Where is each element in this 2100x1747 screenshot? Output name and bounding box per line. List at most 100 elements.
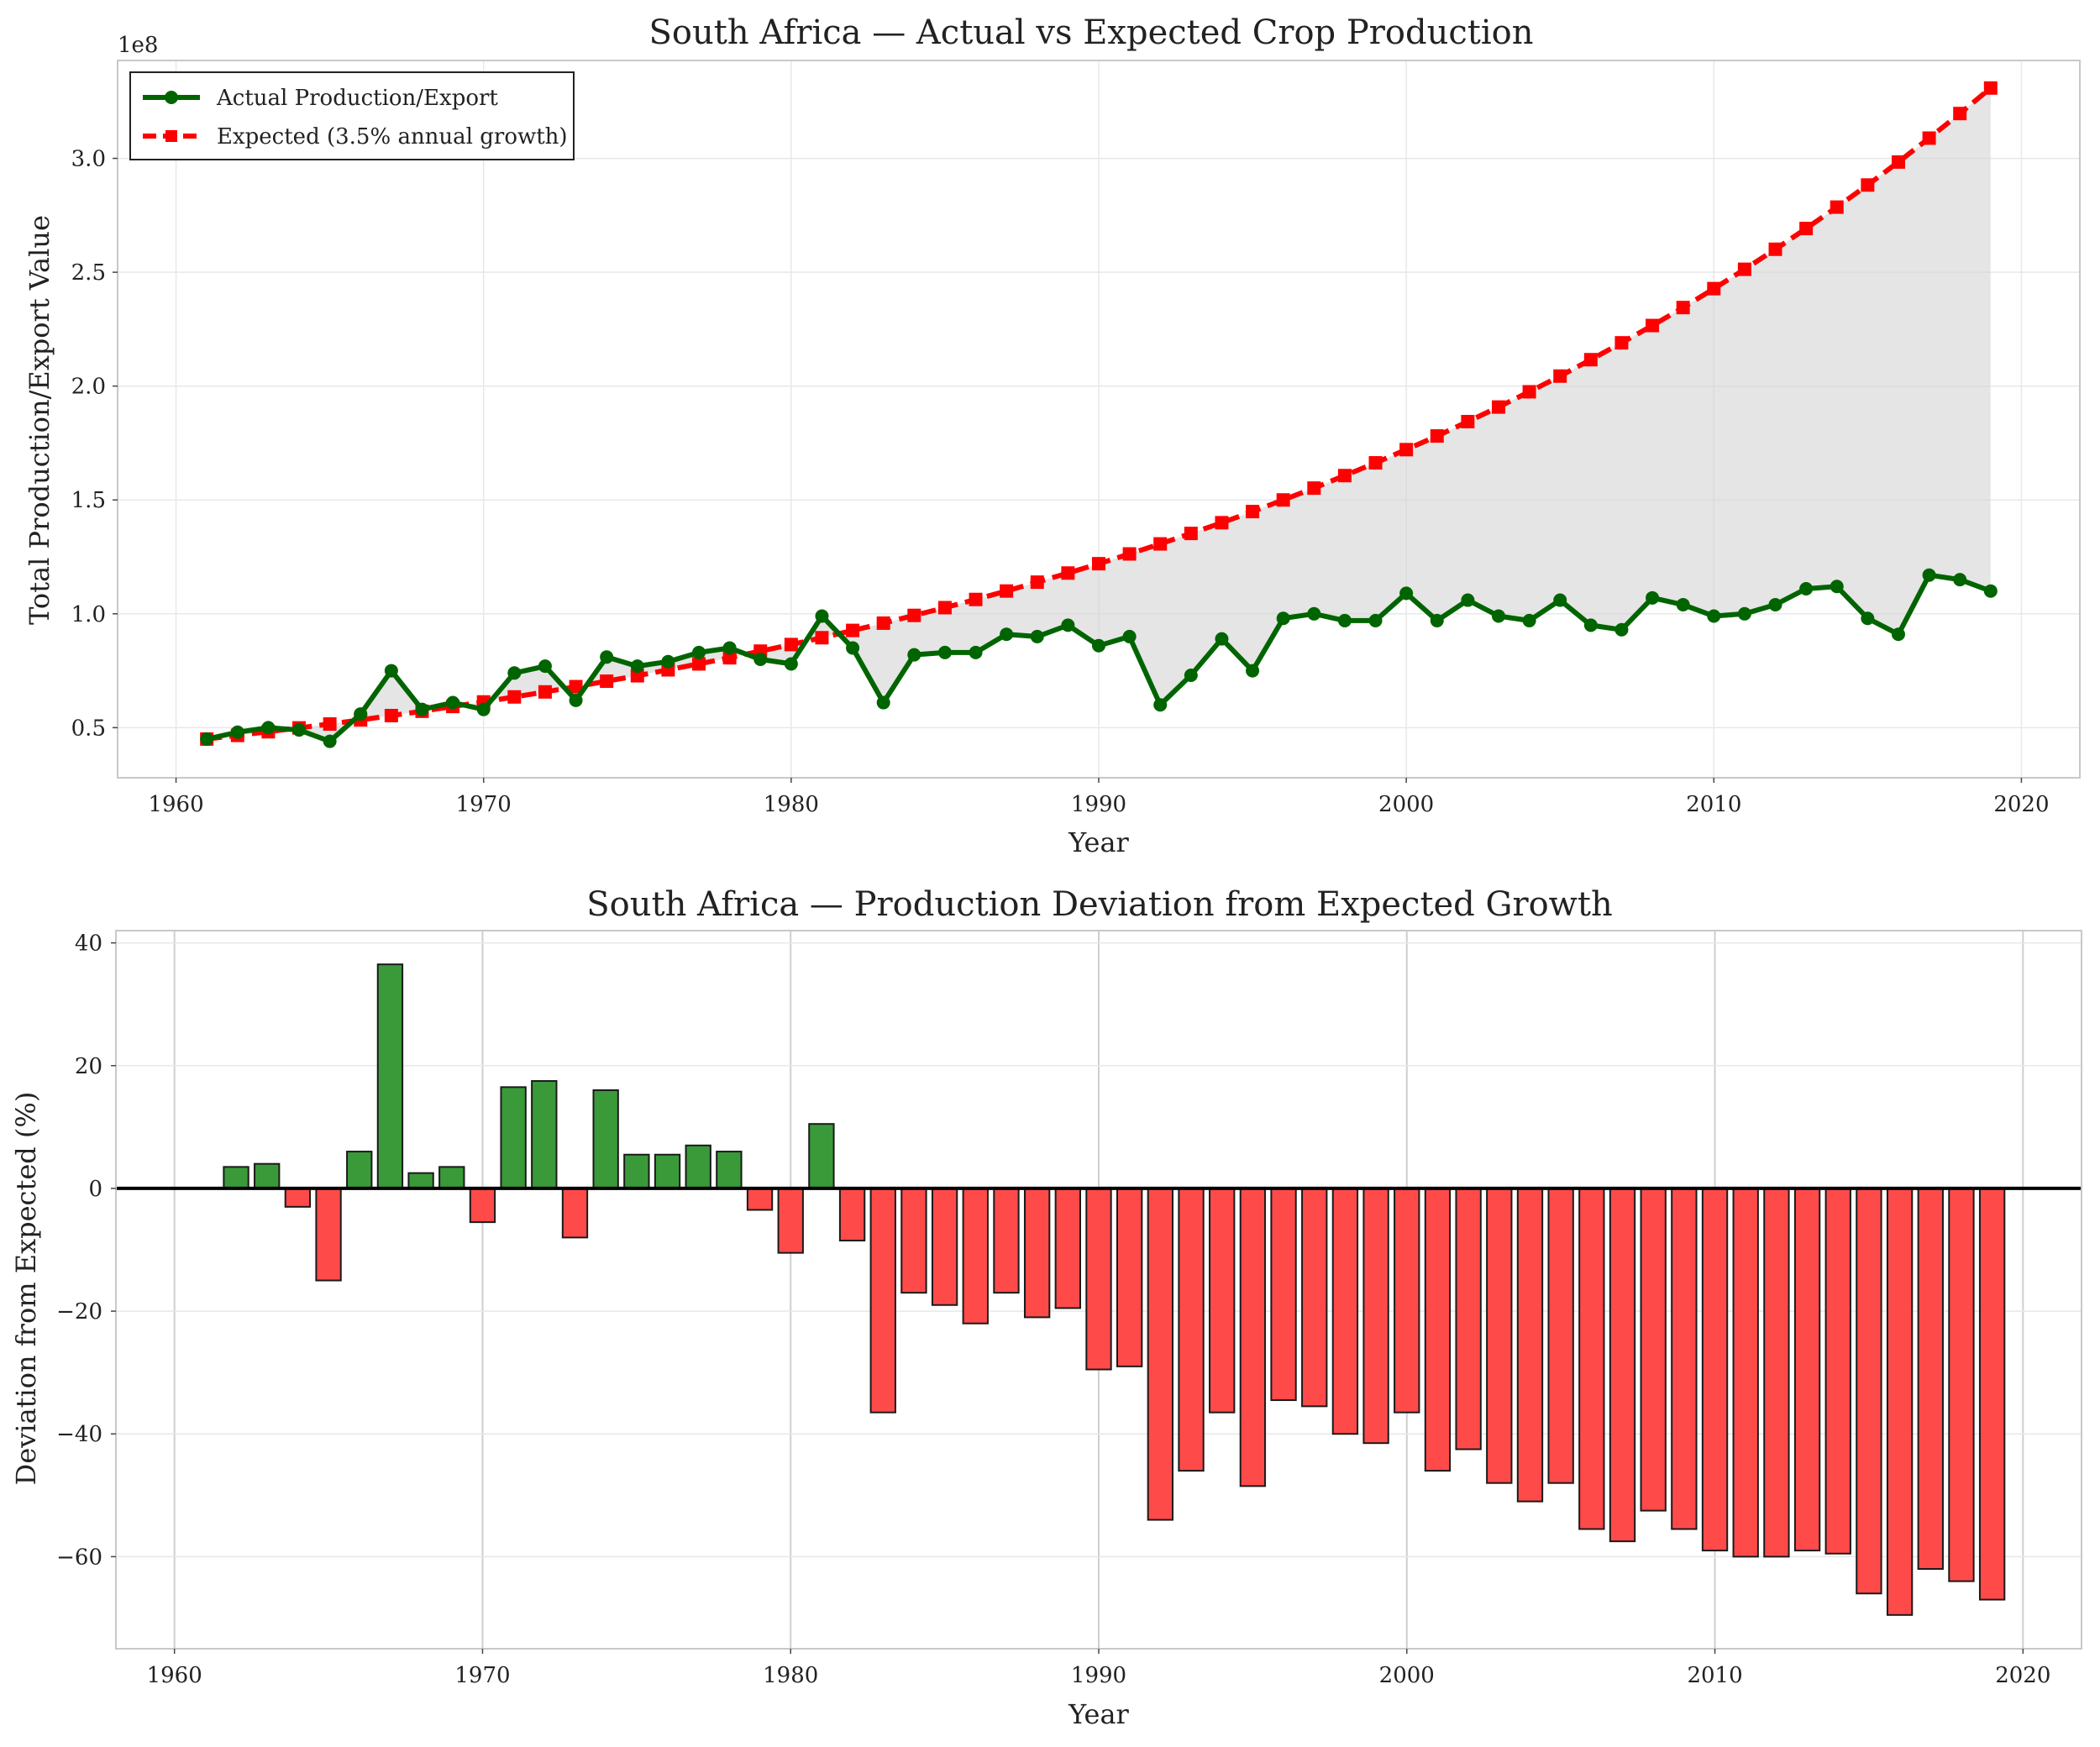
actual-point (1707, 609, 1721, 623)
actual-point (415, 702, 429, 716)
actual-point (1276, 611, 1290, 626)
actual-point (1399, 586, 1414, 601)
legend-item-actual: Actual Production/Export (143, 86, 498, 111)
actual-point (230, 725, 244, 739)
actual-point (1430, 613, 1444, 627)
deviation-bar (500, 1086, 527, 1189)
expected-point (1307, 481, 1321, 496)
deviation-bar (1948, 1187, 1975, 1582)
expected-point (1737, 262, 1751, 276)
expected-point (1246, 505, 1260, 519)
x-tick-label: 1970 (454, 1663, 510, 1688)
expected-point (1030, 575, 1044, 590)
expected-point (1983, 81, 1998, 95)
deviation-bar (1394, 1187, 1420, 1414)
expected-point (722, 651, 737, 665)
deviation-bar (993, 1187, 1020, 1294)
y-tick-label: 0 (88, 1177, 102, 1202)
actual-point (1922, 568, 1936, 582)
expected-point (1922, 131, 1936, 145)
y-tick-label: 2.0 (71, 375, 106, 400)
expected-point (630, 669, 644, 683)
actual-point (876, 695, 890, 710)
x-tick-label: 1960 (147, 1663, 202, 1688)
expected-point (784, 637, 798, 652)
expected-point (1522, 385, 1536, 399)
y-tick-label: −60 (56, 1545, 102, 1570)
expected-point (1646, 318, 1660, 333)
deviation-bar (223, 1166, 249, 1189)
actual-point (446, 695, 460, 710)
bar-chart-x-ticks: 1960 1970 1980 1990 2000 2010 2020 (147, 1649, 2050, 1688)
actual-point (1646, 590, 1660, 605)
deviation-bar (1178, 1187, 1205, 1472)
y-tick-label: 1.5 (71, 488, 106, 513)
expected-point (1707, 281, 1721, 296)
legend: Actual Production/Export Expected (3.5% … (129, 71, 575, 160)
x-tick-label: 2010 (1687, 1663, 1742, 1688)
deviation-bar (869, 1187, 896, 1414)
actual-point (1861, 611, 1875, 626)
actual-point (815, 609, 829, 623)
deviation-bar (438, 1166, 465, 1189)
deviation-bar (254, 1162, 281, 1189)
actual-point (384, 664, 398, 678)
y-tick-label: 20 (75, 1054, 102, 1079)
deviation-bar (746, 1187, 774, 1211)
expected-point (1861, 178, 1875, 192)
expected-point (1122, 547, 1137, 561)
deviation-bar (315, 1187, 342, 1282)
y-tick-label: 1.0 (71, 602, 106, 627)
expected-point (1799, 222, 1814, 236)
actual-point (1122, 629, 1137, 643)
x-tick-label: 1990 (1071, 792, 1126, 817)
actual-point (1337, 613, 1352, 627)
actual-point (846, 641, 860, 655)
gap-fill-area (207, 87, 1991, 742)
deviation-bar (1824, 1187, 1851, 1555)
deviation-bar (531, 1080, 558, 1189)
deviation-bar (376, 963, 404, 1189)
bar-chart-panel: South Africa — Production Deviation from… (10, 885, 2082, 1730)
actual-point (1461, 593, 1475, 607)
deviation-bar (1978, 1187, 2006, 1601)
expected-point (323, 717, 337, 732)
legend-box (129, 71, 575, 160)
deviation-bar (1209, 1187, 1236, 1414)
expected-point (907, 608, 921, 622)
actual-point (1092, 638, 1105, 653)
y-tick-label: −40 (56, 1422, 102, 1447)
actual-point (969, 645, 983, 659)
actual-point (907, 648, 921, 662)
bar-chart-y-axis-label: Deviation from Expected (%) (10, 1092, 42, 1486)
line-chart-series (200, 81, 1998, 748)
deviation-bar (931, 1187, 958, 1306)
actual-point (1583, 618, 1598, 632)
actual-point (569, 693, 583, 707)
actual-point (1614, 622, 1629, 637)
y-tick-label: 3.0 (71, 147, 106, 172)
line-chart-x-axis-label: Year (1068, 826, 1129, 858)
actual-point (1000, 627, 1014, 642)
deviation-bar (1486, 1187, 1513, 1484)
expected-point (1491, 400, 1505, 414)
deviation-bar (900, 1187, 927, 1294)
expected-point (1614, 336, 1629, 350)
deviation-bar (1270, 1187, 1297, 1402)
bar-chart-title: South Africa — Production Deviation from… (586, 885, 1612, 924)
actual-point (722, 641, 737, 655)
actual-point (1491, 609, 1505, 623)
expected-point (1676, 301, 1690, 315)
actual-point (1153, 698, 1168, 712)
legend-item-expected: Expected (3.5% annual growth) (143, 124, 568, 150)
deviation-bar (1455, 1187, 1482, 1451)
expected-point (846, 623, 860, 637)
actual-point (661, 654, 675, 669)
line-chart-y-axis-label: Total Production/Export Value (24, 215, 55, 625)
actual-point (692, 645, 706, 659)
actual-point (600, 650, 614, 664)
x-tick-label: 1960 (148, 792, 203, 817)
actual-point (292, 723, 307, 737)
actual-point (1768, 597, 1782, 611)
